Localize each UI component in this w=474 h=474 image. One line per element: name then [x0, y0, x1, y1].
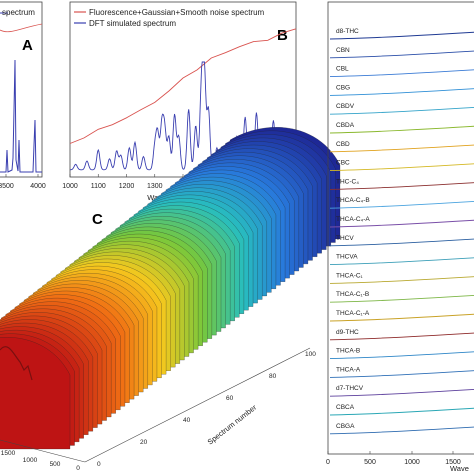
panel-c-yaxis: [84, 347, 311, 463]
panel-c-xtick-label: 1000: [23, 457, 38, 464]
panel-d-series-label: CBG: [336, 84, 350, 91]
panel-d-series-line: [329, 50, 474, 59]
panel-d: d8-THC CBN CBL CBG CBDV CBDA CBD CBC THC-C₄ THCA-…: [326, 1, 474, 473]
panel-d-series-line: [329, 332, 474, 341]
panel-d-series-label: d8-THC: [336, 28, 359, 35]
panel-c-xtick-label: 0: [76, 465, 80, 472]
panel-a-red-line: [0, 23, 43, 33]
panel-c-ytick-label: 80: [269, 373, 277, 380]
panel-a-xtick-label: 3500: [0, 183, 14, 190]
panel-d-series-line: [329, 407, 474, 416]
panel-d-xtick-label: 1500: [445, 459, 461, 466]
panel-c-ylabel: Spectrum number: [206, 402, 259, 446]
panel-b-xtick-label: 1200: [119, 183, 135, 190]
panel-a-xtick-label: 4000: [30, 183, 46, 190]
panel-d-series-line: [329, 276, 474, 284]
panel-d-series-line: [329, 257, 474, 266]
panel-c-xtick-label: 500: [50, 461, 61, 468]
panel-b-xtick-label: 1000: [62, 183, 78, 190]
panel-d-series-label: THCA-C₄-A: [336, 216, 370, 223]
panel-a: spectrum A 3500 4000: [0, 1, 46, 190]
panel-d-series-line: [329, 238, 474, 247]
panel-c-xtick-label: 1500: [1, 450, 16, 457]
panel-d-frame: [327, 1, 474, 455]
panel-d-series-line: [329, 200, 474, 209]
panel-d-series-label: THCA-C₁-A: [336, 310, 370, 317]
panel-c: C 1500 1000 500 0 0 20 40 60 80 100 Spectrum numb…: [0, 127, 341, 472]
panel-d-series-line: [329, 144, 474, 153]
panel-c-ytick-label: 0: [97, 461, 101, 468]
panel-b-legend-entry: DFT simulated spectrum: [89, 19, 176, 28]
panel-c-xaxis: [0, 439, 86, 463]
panel-c-ytick-label: 40: [183, 417, 191, 424]
panel-d-xtick-label: 0: [326, 459, 330, 466]
panel-d-xtick-label: 1000: [404, 459, 420, 466]
panel-d-series-line: [329, 219, 474, 228]
panel-d-series-line: [329, 106, 474, 115]
panel-d-series-label: THCA-B: [336, 348, 360, 355]
panel-d-series-label: CBN: [336, 47, 350, 54]
panel-d-series-label: CBD: [336, 141, 350, 148]
panel-d-series-label: CBDA: [336, 122, 355, 129]
panel-b-legend: Fluorescence+Gaussian+Smooth noise spect…: [74, 8, 265, 28]
panel-d-series-line: [329, 125, 474, 134]
panel-c-ytick-label: 20: [140, 439, 148, 446]
panel-c-ytick-label: 100: [305, 351, 316, 358]
panel-d-series-label: CBC: [336, 160, 350, 167]
panel-d-series-label: THC-C₄: [336, 178, 359, 185]
panel-d-series-line: [329, 370, 474, 378]
panel-d-series-label: d7-THCV: [336, 385, 364, 392]
panel-d-series-line: [329, 294, 474, 303]
panel-d-series-label: THCA-A: [336, 366, 361, 373]
panel-d-series-line: [329, 182, 474, 190]
panel-a-frame: [0, 1, 43, 178]
panel-d-xlabel: Wave: [450, 464, 469, 473]
panel-d-series-line: [329, 426, 474, 435]
panel-d-series-label: d9-THC: [336, 329, 359, 336]
panel-d-series-label: THCVA: [336, 254, 358, 261]
panel-d-series-label: CBGA: [336, 423, 355, 430]
panel-d-series-label: CBL: [336, 66, 349, 73]
panel-c-label: C: [92, 211, 103, 228]
panel-b-red-line: [69, 28, 297, 144]
panel-b-label: B: [277, 27, 288, 44]
panel-d-series-line: [329, 351, 474, 360]
panel-b-xtick-label: 1100: [91, 183, 106, 190]
panel-d-series-label: THCV: [336, 235, 354, 242]
panel-b-legend-entry: Fluorescence+Gaussian+Smooth noise spect…: [89, 8, 265, 17]
panel-b-xtick-label: 1300: [147, 183, 163, 190]
panel-d-series-label: CBCA: [336, 404, 355, 411]
panel-d-series-line: [329, 31, 474, 40]
panel-d-series-line: [329, 388, 474, 397]
panel-d-series-label: THCA-C₁: [336, 272, 364, 279]
panel-c-spectrum: [0, 337, 71, 450]
panel-a-label: A: [22, 37, 33, 54]
panel-c-front-spectrum: [0, 346, 33, 381]
panel-d-series-label: THCA-C₄-B: [336, 197, 370, 204]
panel-d-series-label: THCA-C₁-B: [336, 291, 369, 298]
panel-d-xtick-label: 500: [364, 459, 376, 466]
panel-d-series-line: [329, 313, 474, 322]
panel-d-series-line: [329, 88, 474, 96]
panel-d-series-line: [329, 69, 474, 78]
panel-c-ytick-label: 60: [226, 395, 234, 402]
panel-d-series-line: [329, 163, 474, 172]
panel-a-blue-line: [0, 59, 42, 173]
panel-a-legend-text: spectrum: [2, 8, 35, 17]
panel-d-series-label: CBDV: [336, 103, 355, 110]
